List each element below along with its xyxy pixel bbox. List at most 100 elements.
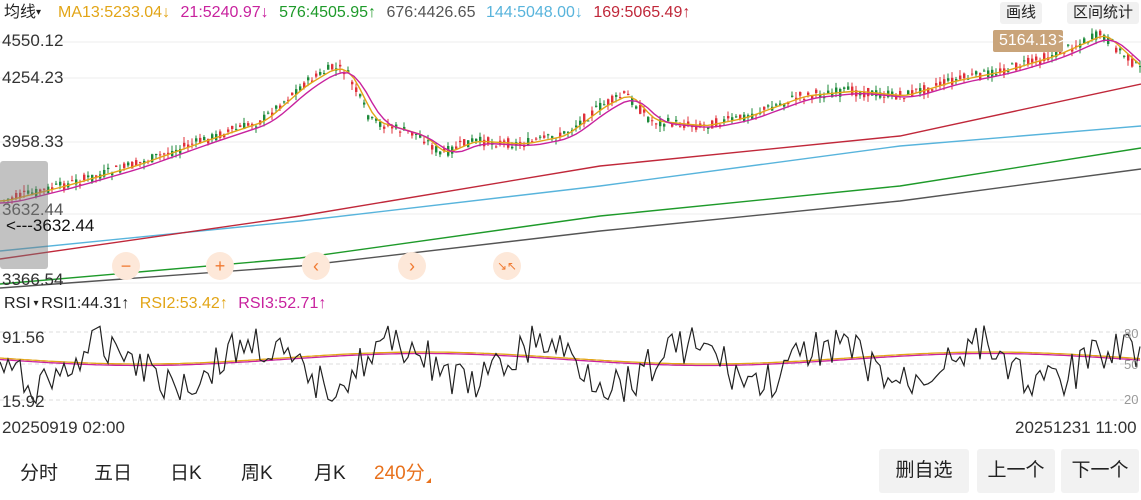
candle-body xyxy=(27,190,30,194)
candlestick-chart[interactable] xyxy=(0,26,1141,290)
candle-body xyxy=(687,121,690,126)
candle-body xyxy=(187,144,190,148)
candle-body xyxy=(807,92,810,95)
ma-selector[interactable]: 均线▾ xyxy=(4,0,41,26)
candle-body xyxy=(403,126,406,131)
candle-body xyxy=(59,181,62,186)
candle-body xyxy=(379,121,382,127)
candle-body xyxy=(227,129,230,132)
collapse-icon[interactable]: ↘↖ xyxy=(493,252,521,280)
candle-body xyxy=(1043,53,1046,62)
candle-body xyxy=(611,95,614,103)
candle-body xyxy=(23,190,26,193)
candle-body xyxy=(619,97,622,99)
y-label-4: 3632.44 xyxy=(2,200,64,219)
candle-body xyxy=(327,64,330,70)
tab-weekly-k[interactable]: 周K xyxy=(241,463,273,484)
candle-body xyxy=(95,175,98,177)
candle-body xyxy=(987,70,990,78)
candle-body xyxy=(715,118,718,126)
candle-body xyxy=(183,142,186,147)
candle-body xyxy=(127,162,130,166)
y-label-bottom: 3366.54 xyxy=(2,270,64,289)
candle-body xyxy=(363,102,366,105)
rsi-y-right-50: 50 xyxy=(1124,357,1139,372)
draw-line-button[interactable]: 画线 xyxy=(1000,2,1043,24)
ma-item-3: 676:4426.65 xyxy=(386,4,476,21)
candle-body xyxy=(483,139,486,147)
rsi-y-top: 91.56 xyxy=(2,328,45,347)
candle-body xyxy=(547,134,550,136)
candle-body xyxy=(55,183,58,185)
ma576-line xyxy=(0,147,1141,285)
candle-body xyxy=(211,134,214,139)
candle-body xyxy=(923,85,926,94)
candle-body xyxy=(159,154,162,156)
tab-five-day[interactable]: 五日 xyxy=(94,463,133,484)
rsi-selector[interactable]: RSI ▾ xyxy=(4,295,42,313)
ma-item-4: 144:5048.00↓ xyxy=(485,4,583,21)
candle-body xyxy=(435,146,438,153)
candle-body xyxy=(603,104,606,106)
y-label-2: 4254.23 xyxy=(2,68,64,87)
candle-body xyxy=(503,140,506,142)
candle-body xyxy=(123,163,126,168)
candle-body xyxy=(479,136,482,143)
rsi-y-right-80: 80 xyxy=(1124,326,1139,341)
candle-body xyxy=(455,146,458,149)
candle-body xyxy=(811,95,814,99)
current-price-tag: 5164.13 xyxy=(993,30,1063,52)
zoom-out-icon[interactable]: − xyxy=(112,252,140,280)
candle-body xyxy=(767,105,770,107)
candle-body xyxy=(563,131,566,134)
candle-body xyxy=(511,146,514,149)
candle-body xyxy=(951,77,954,85)
candle-body xyxy=(231,125,234,129)
remove-favorite-button[interactable]: 删自选 xyxy=(879,449,969,493)
scroll-left-icon[interactable]: ‹ xyxy=(302,252,330,280)
date-start: 20250919 02:00 xyxy=(2,418,125,437)
rsi-chart[interactable] xyxy=(0,318,1141,412)
tab-240min[interactable]: 240分 xyxy=(374,463,425,484)
candle-body xyxy=(779,103,782,106)
candle-body xyxy=(239,125,242,128)
candle-body xyxy=(775,104,778,106)
candle-body xyxy=(151,154,154,163)
candle-body xyxy=(203,137,206,141)
candle-body xyxy=(847,86,850,90)
candle-body xyxy=(195,138,198,142)
candle-body xyxy=(115,165,118,167)
candle-body xyxy=(999,68,1002,73)
candle-body xyxy=(627,93,630,96)
previous-button[interactable]: 上一个 xyxy=(977,449,1055,493)
candle-body xyxy=(359,94,362,97)
candle-body xyxy=(287,99,290,101)
tab-intraday[interactable]: 分时 xyxy=(20,463,59,484)
candle-body xyxy=(1031,58,1034,63)
ma13-line xyxy=(0,35,1141,202)
candle-body xyxy=(303,82,306,89)
scroll-right-icon[interactable]: › xyxy=(398,252,426,280)
candle-body xyxy=(667,117,670,122)
candle-body xyxy=(623,91,626,93)
candle-body xyxy=(971,73,974,75)
candle-body xyxy=(727,116,730,119)
candle-body xyxy=(135,160,138,166)
candle-body xyxy=(391,126,394,129)
candle-body xyxy=(799,92,802,96)
zoom-in-icon[interactable]: + xyxy=(206,252,234,280)
candle-body xyxy=(235,128,238,130)
rsi-item-0: RSI1:44.31↑ xyxy=(41,295,130,313)
candle-body xyxy=(71,180,74,182)
candle-body xyxy=(415,133,418,135)
candle-body xyxy=(1055,49,1058,57)
candle-body xyxy=(331,64,334,70)
candle-body xyxy=(399,131,402,133)
tab-daily-k[interactable]: 日K xyxy=(170,463,202,484)
tab-monthly-k[interactable]: 月K xyxy=(314,463,346,484)
candle-body xyxy=(367,115,370,120)
dropdown-icon: ▾ xyxy=(30,298,42,309)
candle-body xyxy=(647,117,650,122)
next-button[interactable]: 下一个 xyxy=(1061,449,1139,493)
range-stats-button[interactable]: 区间统计 xyxy=(1067,2,1140,24)
